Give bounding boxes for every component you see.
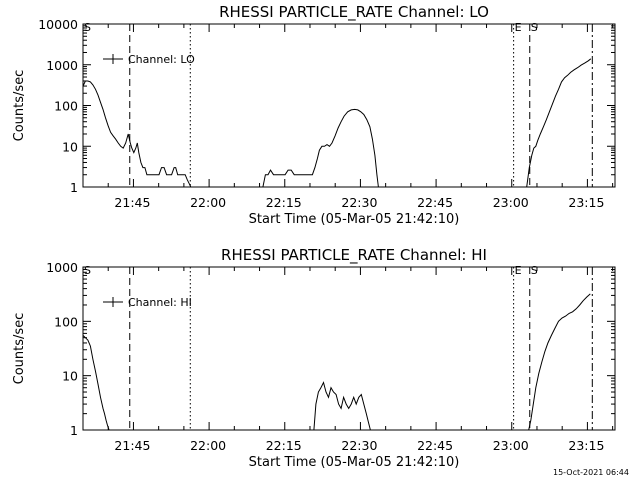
series-line [528,293,591,431]
y-axis-label: Counts/sec [12,70,27,142]
x-tick-label: 23:15 [568,195,604,210]
y-tick-label: 100 [54,99,78,114]
event-marker-label: S [84,21,91,34]
x-tick-label: 22:45 [417,438,453,453]
legend-label: Channel: LO [128,53,195,66]
legend-label: Channel: HI [128,296,192,309]
x-tick-label: 22:00 [190,195,226,210]
y-tick-label: 1000 [46,260,78,275]
y-tick-label: 10 [62,369,78,384]
y-tick-label: 10 [62,139,78,154]
x-tick-label: 22:15 [266,438,302,453]
y-tick-label: 1000 [46,58,78,73]
series-line [82,80,192,188]
x-tick-label: 22:30 [341,438,377,453]
event-marker-label: E [515,264,522,277]
event-marker-label: S [531,21,538,34]
series-line [313,381,371,431]
event-marker-label: E [515,21,522,34]
event-marker-label: S [531,264,538,277]
panel-hi: RHESSI PARTICLE_RATE Channel: HI 21:45 22:… [12,246,616,470]
x-tick-label: 23:15 [568,438,604,453]
chart-title: RHESSI PARTICLE_RATE Channel: HI [221,246,487,265]
y-tick-label: 100 [54,314,78,329]
event-marker-label: S [84,264,91,277]
footer-timestamp: 15-Oct-2021 06:44 [553,468,629,477]
x-tick-label: 22:45 [417,195,453,210]
series-line [526,58,592,188]
series-line [82,335,110,431]
x-tick-label: 23:00 [493,438,529,453]
series-line [262,108,379,188]
x-tick-label: 22:15 [266,195,302,210]
plot-frame [82,266,616,431]
y-tick-label: 10000 [38,17,78,32]
plot-frame [82,23,616,188]
y-tick-label: 1 [70,180,78,195]
x-tick-label: 21:45 [114,195,150,210]
x-tick-label: 21:45 [114,438,150,453]
x-tick-label: 22:00 [190,438,226,453]
x-tick-label: 23:00 [493,195,529,210]
chart-title: RHESSI PARTICLE_RATE Channel: LO [219,3,489,22]
x-tick-label: 22:30 [341,195,377,210]
x-axis-label: Start Time (05-Mar-05 21:42:10) [249,212,460,227]
y-tick-label: 1 [70,423,78,438]
y-axis-label: Counts/sec [12,313,27,385]
panel-lo: RHESSI PARTICLE_RATE Channel: LO 21:45 22:… [12,3,616,227]
x-axis-label: Start Time (05-Mar-05 21:42:10) [249,455,460,470]
